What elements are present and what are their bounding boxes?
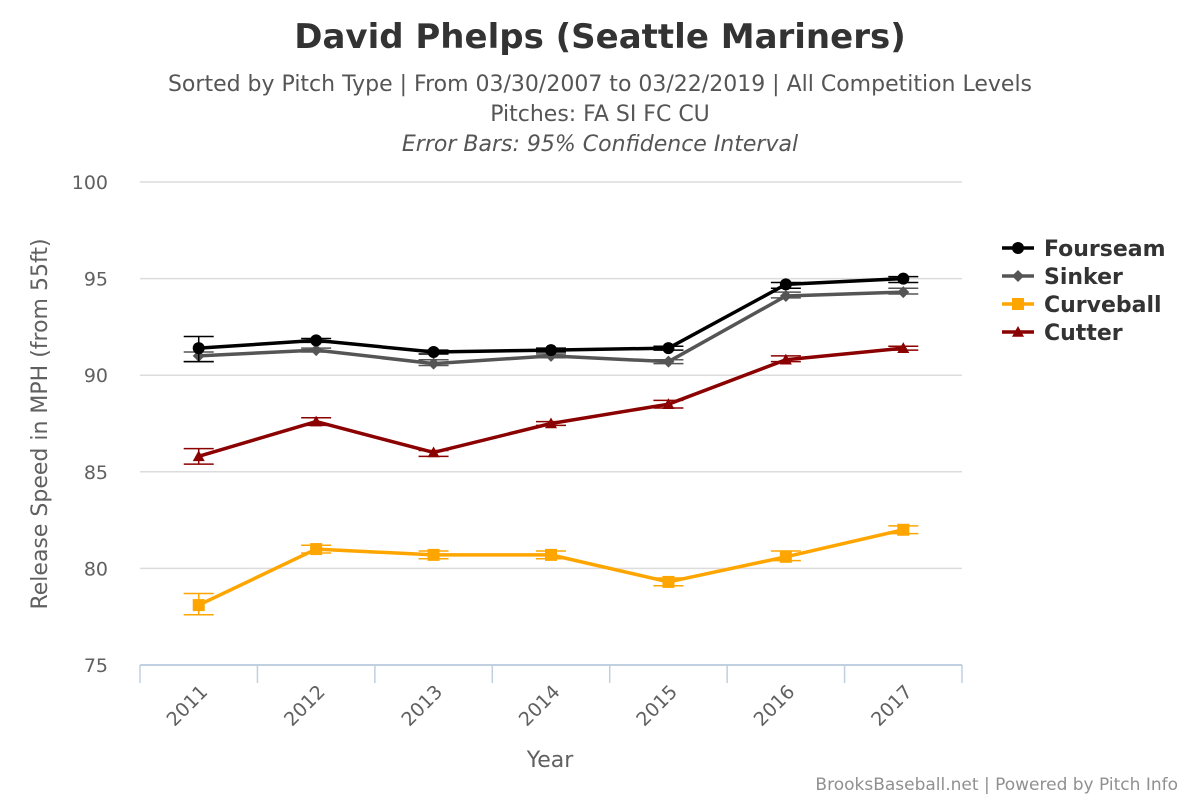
point-curveball [662, 575, 675, 588]
x-tick-label: 2013 [397, 681, 447, 731]
y-tick-label: 100 [72, 172, 108, 194]
point-fourseam [427, 346, 440, 359]
y-tick-label: 95 [84, 269, 108, 291]
series-line-curveball [197, 528, 904, 607]
x-tick-label: 2016 [750, 681, 800, 731]
legend-item-cutter[interactable]: Cutter [1002, 321, 1123, 346]
y-tick-label: 75 [84, 655, 108, 677]
x-tick-label: 2017 [867, 681, 917, 731]
point-curveball [310, 543, 323, 556]
legend-item-fourseam[interactable]: Fourseam [1002, 237, 1166, 262]
x-tick-label: 2012 [280, 681, 330, 731]
point-fourseam [545, 344, 557, 357]
y-axis-title: Release Speed in MPH (from 55ft) [28, 238, 53, 609]
x-tick-label: 2011 [162, 681, 212, 731]
legend-label: Curveball [1044, 293, 1162, 318]
legend-label: Cutter [1044, 321, 1123, 346]
x-axis-title: Year [526, 748, 575, 773]
chart-subtitle-line-2: Pitches: FA SI FC CU [490, 102, 710, 127]
series-fourseam [183, 272, 919, 363]
x-tick-label: 2015 [632, 681, 682, 731]
point-sinker [310, 344, 323, 357]
legend-item-sinker[interactable]: Sinker [1002, 265, 1123, 290]
point-curveball [427, 548, 440, 561]
point-cutter [427, 446, 440, 458]
point-curveball [897, 523, 910, 536]
point-curveball [545, 548, 557, 561]
point-cutter [779, 353, 792, 365]
series-line-fourseam [198, 276, 904, 354]
point-fourseam [192, 342, 205, 355]
x-tick-label: 2014 [515, 681, 565, 731]
point-fourseam [310, 334, 323, 347]
series-cutter [183, 342, 919, 465]
y-axis: 75 80 85 90 95 100 [72, 172, 108, 677]
legend-marker [1012, 242, 1024, 254]
series-layer [183, 272, 919, 616]
point-cutter [662, 398, 675, 409]
point-fourseam [897, 272, 910, 285]
point-curveball [779, 550, 792, 563]
error-bar-note: Error Bars: 95% Confidence Interval [402, 132, 798, 157]
chart-subtitle-line-1: Sorted by Pitch Type | From 03/30/2007 t… [168, 72, 1032, 97]
legend-marker [1012, 270, 1024, 282]
chart-title: David Phelps (Seattle Mariners) [294, 17, 906, 57]
legend-label: Sinker [1044, 265, 1123, 290]
legend-marker [1012, 298, 1024, 310]
legend-label: Fourseam [1044, 237, 1166, 262]
legend[interactable]: Fourseam Sinker Curveball Cutter [1002, 237, 1166, 346]
series-curveball [183, 523, 919, 616]
point-sinker [427, 357, 440, 370]
legend-item-curveball[interactable]: Curveball [1002, 293, 1162, 318]
y-tick-label: 90 [84, 365, 108, 387]
point-sinker [897, 286, 910, 299]
point-curveball [192, 599, 205, 612]
x-axis: 2011 2012 2013 2014 2015 2016 2017 [139, 664, 963, 731]
legend-marker [1012, 326, 1024, 337]
point-sinker [662, 355, 675, 368]
point-fourseam [662, 342, 675, 355]
series-line-cutter [198, 346, 904, 459]
credit-text: BrooksBaseball.net | Powered by Pitch In… [815, 775, 1178, 795]
point-sinker [779, 289, 792, 302]
point-cutter [897, 342, 910, 353]
point-cutter [192, 450, 205, 462]
point-cutter [310, 415, 323, 427]
point-fourseam [779, 278, 792, 291]
y-tick-label: 80 [84, 558, 108, 580]
point-cutter [545, 417, 557, 429]
y-tick-label: 85 [84, 462, 108, 484]
grid [140, 181, 962, 570]
